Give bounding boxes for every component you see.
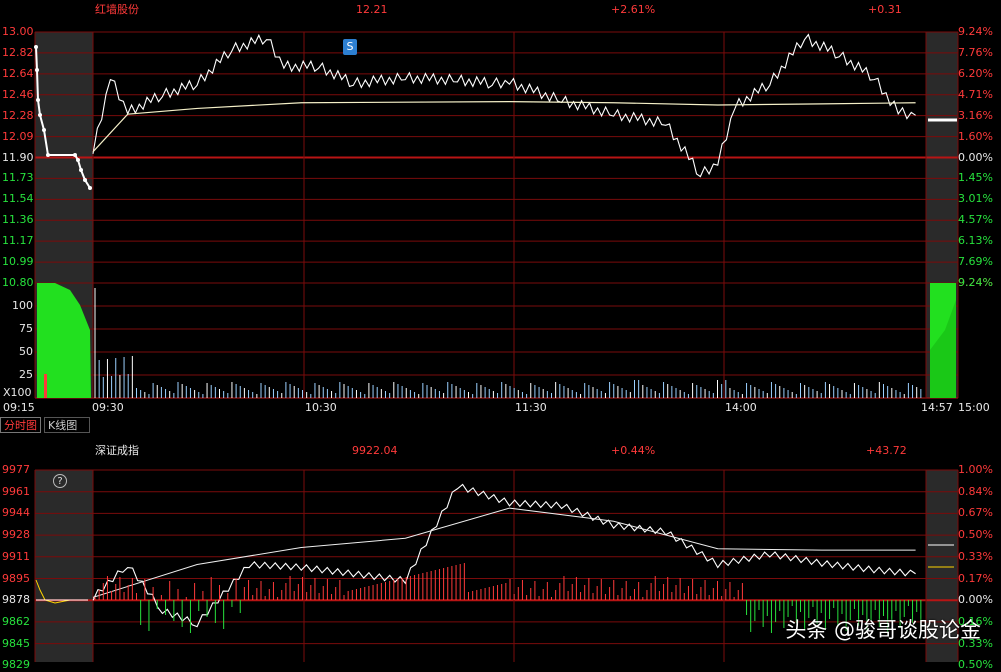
time-tick: 11:30 <box>515 401 547 414</box>
index-avg-line <box>92 507 916 598</box>
time-tick: 10:30 <box>305 401 337 414</box>
index-y-tick: 9911 <box>2 549 30 563</box>
volume-y-tick: 50 <box>19 345 33 358</box>
index-line <box>92 483 916 628</box>
avg-price-line <box>92 100 916 153</box>
stock-y-tick-right: 3.16% <box>958 108 993 122</box>
auction-dot <box>42 128 46 132</box>
stock-y-tick-right: 1.60% <box>958 129 993 143</box>
watermark: 头条 @骏哥谈股论金 <box>785 618 981 642</box>
stock-y-tick: 11.17 <box>2 234 34 248</box>
index-y-tick: 9862 <box>2 614 30 628</box>
time-tick: 14:00 <box>725 401 757 414</box>
stock-y-tick-right: 9.24% <box>958 276 993 289</box>
auction-dot <box>46 153 50 157</box>
auction-dot <box>88 186 92 190</box>
auction-dot <box>34 45 38 49</box>
stock-y-tick: 12.82 <box>2 45 34 59</box>
stock-y-tick-right: 4.57% <box>958 213 993 227</box>
stock-y-tick: 12.09 <box>2 129 34 143</box>
index-y-tick: 9895 <box>2 571 30 585</box>
stock-y-tick: 12.46 <box>2 87 34 101</box>
index-y-tick-right: 0.50% <box>958 658 993 672</box>
stock-y-tick-right: 3.01% <box>958 192 993 206</box>
stock-y-tick-right: 4.71% <box>958 87 993 101</box>
index-y-tick-right: 0.84% <box>958 484 993 498</box>
time-tick: 09:30 <box>92 401 124 414</box>
volume-unit: X100 <box>3 386 32 399</box>
index-name: 深证成指 <box>95 444 139 457</box>
auction-dot <box>38 113 42 117</box>
index-y-tick-right: 0.16% <box>958 614 993 628</box>
time-tick: 09:15 <box>3 401 35 414</box>
index-y-tick-right: 1.00% <box>958 463 993 476</box>
stock-change: +0.31 <box>868 3 902 16</box>
stock-y-tick: 11.54 <box>2 192 34 206</box>
index-y-tick: 9845 <box>2 636 30 650</box>
index-y-tick: 9944 <box>2 506 30 520</box>
time-tick: 14:57 <box>921 401 953 414</box>
stock-y-tick: 11.36 <box>2 213 34 227</box>
stock-y-tick: 10.99 <box>2 255 34 269</box>
stock-y-tick-right: 6.13% <box>958 234 993 248</box>
auction-dot <box>79 168 83 172</box>
index-y-tick-right: 0.50% <box>958 528 993 542</box>
stock-y-tick: 10.80 <box>2 276 34 289</box>
stock-y-tick-right: 9.24% <box>958 25 993 38</box>
stock-y-tick-right: 7.69% <box>958 255 993 269</box>
index-y-tick-right: 0.67% <box>958 506 993 520</box>
volume-y-tick: 25 <box>19 368 33 381</box>
volume-right-top: 9.24% <box>958 276 993 289</box>
index-y-tick: 9878 <box>2 593 30 607</box>
auction-dot <box>83 178 87 182</box>
stock-y-tick: 12.28 <box>2 108 34 122</box>
index-y-tick-right: 0.17% <box>958 571 993 585</box>
stock-y-tick: 11.73 <box>2 171 34 185</box>
question-icon[interactable]: ? <box>53 474 67 488</box>
auction-dot <box>35 68 39 72</box>
stock-change-pct: +2.61% <box>611 3 656 16</box>
s-marker-icon[interactable]: S <box>343 39 357 55</box>
stock-y-tick-right: 7.76% <box>958 45 993 59</box>
stock-price: 12.21 <box>356 3 388 16</box>
index-pre-panel <box>35 470 93 662</box>
index-y-tick: 9977 <box>2 463 30 476</box>
index-y-tick: 9928 <box>2 528 30 542</box>
volume-y-tick: 100 <box>12 299 33 312</box>
pre-auction-red-bar <box>44 374 47 398</box>
stock-name: 红墙股份 <box>95 3 139 16</box>
index-change: +43.72 <box>866 444 907 457</box>
auction-dot <box>73 153 77 157</box>
stock-y-tick-right: 0.00% <box>958 150 993 164</box>
stock-y-tick: 11.90 <box>2 150 34 164</box>
stock-y-tick: 13.00 <box>2 25 34 38</box>
index-post-panel <box>926 470 958 662</box>
stock-y-tick-right: 1.45% <box>958 171 993 185</box>
price-line <box>92 33 916 178</box>
stock-y-tick: 12.64 <box>2 66 34 80</box>
index-y-tick-right: 0.33% <box>958 636 993 650</box>
post-auction-volume-2 <box>930 300 956 398</box>
index-y-tick: 9961 <box>2 484 30 498</box>
index-y-tick: 9829 <box>2 658 30 672</box>
auction-dot <box>36 98 40 102</box>
index-change-pct: +0.44% <box>611 444 656 457</box>
tab-kline[interactable]: K线图 <box>44 417 90 433</box>
auction-dot <box>76 158 80 162</box>
index-value: 9922.04 <box>352 444 398 457</box>
tab-intraday[interactable]: 分时图 <box>0 417 41 433</box>
pre-auction-volume <box>37 283 91 398</box>
time-tick: 15:00 <box>958 401 990 414</box>
index-y-tick-right: 0.33% <box>958 549 993 563</box>
volume-y-tick: 75 <box>19 322 33 335</box>
stock-y-tick-right: 6.20% <box>958 66 993 80</box>
index-y-tick-right: 0.00% <box>958 593 993 607</box>
